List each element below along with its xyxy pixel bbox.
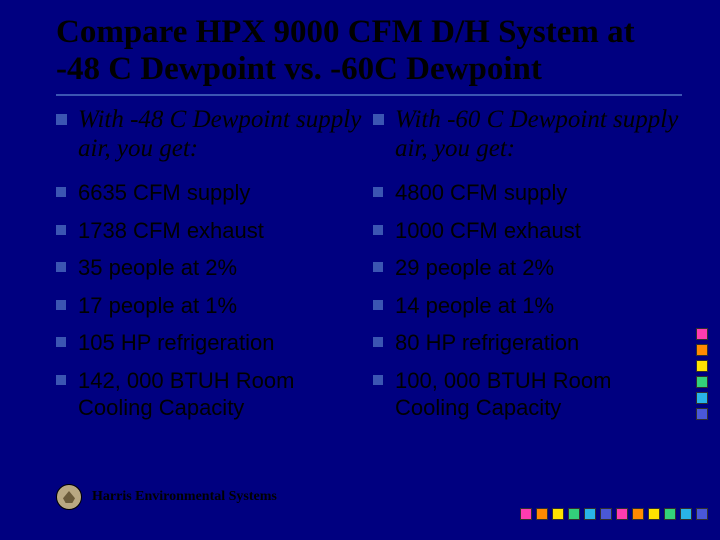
deco-square xyxy=(696,508,708,520)
list-item: 17 people at 1% xyxy=(56,292,365,320)
list-item-text: 100, 000 BTUH Room Cooling Capacity xyxy=(395,367,682,422)
square-bullet-icon xyxy=(373,292,395,318)
column-left: With -48 C Dewpoint supply air, you get:… xyxy=(56,106,365,432)
deco-square xyxy=(632,508,644,520)
list-item-text: 4800 CFM supply xyxy=(395,179,567,207)
deco-square xyxy=(696,328,708,340)
column-right: With -60 C Dewpoint supply air, you get:… xyxy=(373,106,682,432)
list-item-text: 6635 CFM supply xyxy=(78,179,250,207)
list-item: 105 HP refrigeration xyxy=(56,329,365,357)
list-item-text: 14 people at 1% xyxy=(395,292,554,320)
square-bullet-icon xyxy=(373,217,395,243)
list-item: 14 people at 1% xyxy=(373,292,682,320)
list-item: 100, 000 BTUH Room Cooling Capacity xyxy=(373,367,682,422)
list-item-text: 105 HP refrigeration xyxy=(78,329,275,357)
list-item-text: 17 people at 1% xyxy=(78,292,237,320)
list-item: 1000 CFM exhaust xyxy=(373,217,682,245)
item-list-left: 6635 CFM supply 1738 CFM exhaust 35 people… xyxy=(56,179,365,422)
list-item: 80 HP refrigeration xyxy=(373,329,682,357)
company-logo-icon xyxy=(56,484,82,510)
square-bullet-icon xyxy=(373,329,395,355)
list-item: 35 people at 2% xyxy=(56,254,365,282)
deco-square xyxy=(616,508,628,520)
square-bullet-icon xyxy=(56,217,78,243)
list-item-text: 1738 CFM exhaust xyxy=(78,217,264,245)
lead-text: With -48 C Dewpoint supply air, you get: xyxy=(78,106,365,164)
square-bullet-icon xyxy=(56,367,78,393)
list-item-text: 29 people at 2% xyxy=(395,254,554,282)
list-item: 142, 000 BTUH Room Cooling Capacity xyxy=(56,367,365,422)
deco-square xyxy=(696,360,708,372)
square-bullet-icon xyxy=(56,292,78,318)
square-bullet-icon xyxy=(373,179,395,205)
deco-square xyxy=(552,508,564,520)
deco-square xyxy=(664,508,676,520)
list-item: 1738 CFM exhaust xyxy=(56,217,365,245)
square-bullet-icon xyxy=(56,329,78,355)
list-item-text: 142, 000 BTUH Room Cooling Capacity xyxy=(78,367,365,422)
square-bullet-icon xyxy=(56,179,78,205)
columns: With -48 C Dewpoint supply air, you get:… xyxy=(56,106,682,432)
list-item: 6635 CFM supply xyxy=(56,179,365,207)
item-list-right: 4800 CFM supply 1000 CFM exhaust 29 people… xyxy=(373,179,682,422)
deco-square xyxy=(696,344,708,356)
deco-square xyxy=(648,508,660,520)
slide-title: Compare HPX 9000 CFM D/H System at -48 C… xyxy=(56,14,682,96)
lead-bullet-right: With -60 C Dewpoint supply air, you get: xyxy=(373,106,682,164)
list-item-text: 35 people at 2% xyxy=(78,254,237,282)
list-item: 4800 CFM supply xyxy=(373,179,682,207)
deco-square xyxy=(568,508,580,520)
list-item-text: 1000 CFM exhaust xyxy=(395,217,581,245)
square-bullet-icon xyxy=(373,106,395,134)
decoration-right xyxy=(696,328,708,420)
lead-text: With -60 C Dewpoint supply air, you get: xyxy=(395,106,682,164)
list-item-text: 80 HP refrigeration xyxy=(395,329,579,357)
deco-square xyxy=(600,508,612,520)
list-item: 29 people at 2% xyxy=(373,254,682,282)
square-bullet-icon xyxy=(373,254,395,280)
decoration-bottom xyxy=(520,508,708,520)
deco-square xyxy=(696,376,708,388)
slide: Compare HPX 9000 CFM D/H System at -48 C… xyxy=(0,0,720,540)
deco-square xyxy=(536,508,548,520)
square-bullet-icon xyxy=(56,254,78,280)
deco-square xyxy=(696,408,708,420)
deco-square xyxy=(584,508,596,520)
footer: Harris Environmental Systems xyxy=(56,484,277,510)
deco-square xyxy=(520,508,532,520)
deco-square xyxy=(680,508,692,520)
deco-square xyxy=(696,392,708,404)
square-bullet-icon xyxy=(373,367,395,393)
footer-text: Harris Environmental Systems xyxy=(92,489,277,505)
square-bullet-icon xyxy=(56,106,78,134)
lead-bullet-left: With -48 C Dewpoint supply air, you get: xyxy=(56,106,365,164)
